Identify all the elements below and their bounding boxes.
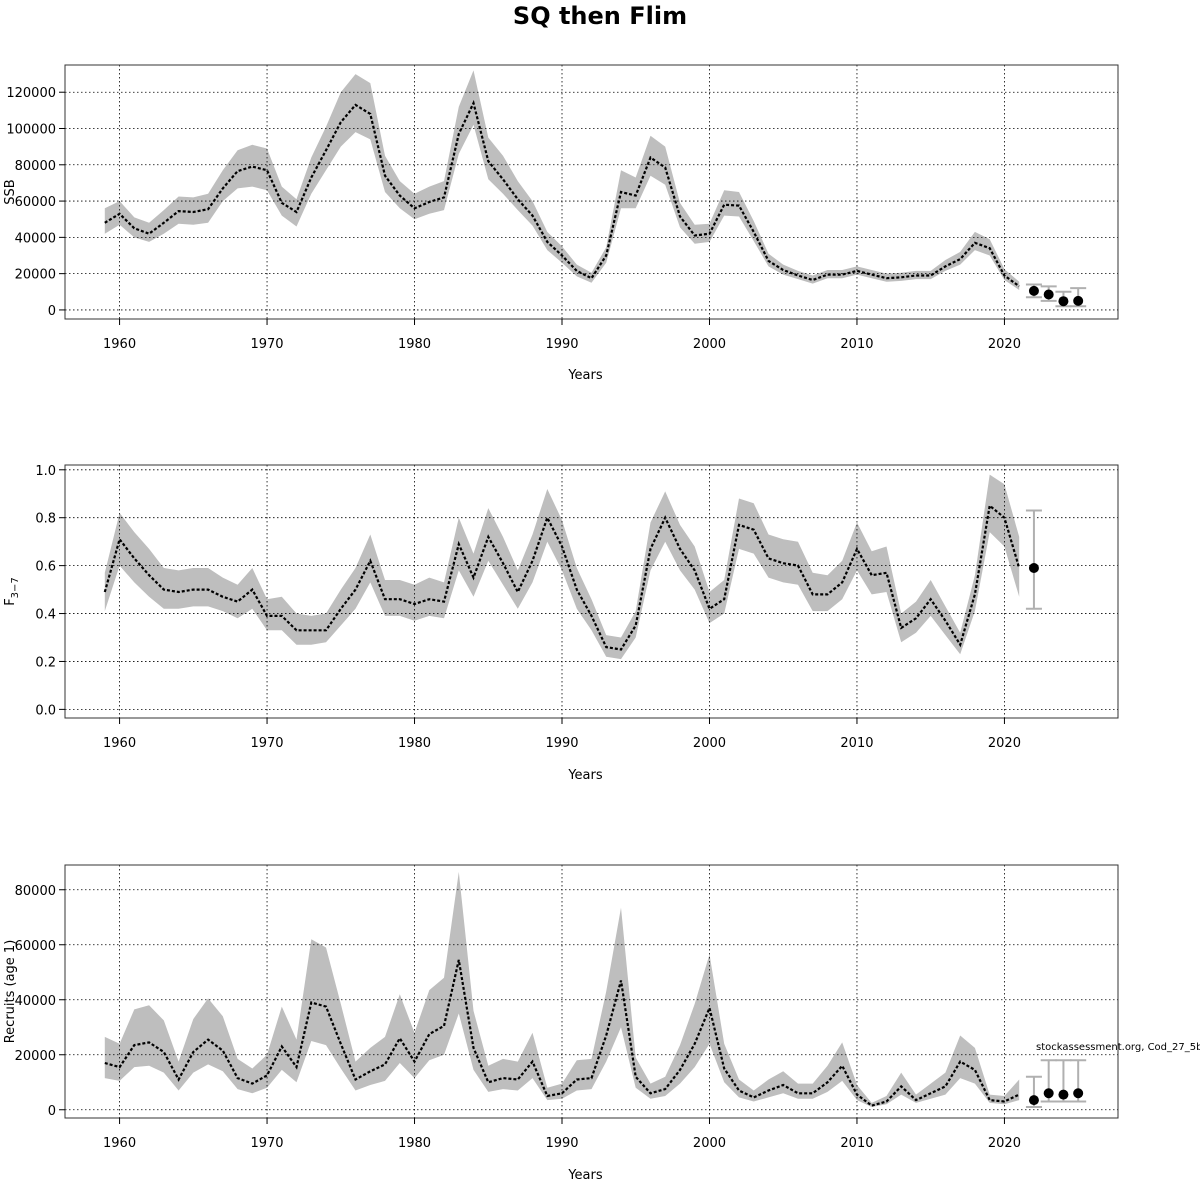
y-tick-label: 0.0 — [35, 703, 56, 718]
x-tick-label: 1990 — [545, 736, 578, 751]
y-tick-label: 60000 — [15, 195, 56, 210]
projection-point — [1043, 289, 1054, 300]
y-tick-label: 0 — [48, 1104, 56, 1119]
projection-point — [1073, 295, 1084, 306]
recruits-y-axis-label: Recruits (age 1) — [3, 940, 18, 1044]
x-tick-label: 1980 — [398, 337, 431, 352]
y-tick-label: 0.6 — [35, 560, 56, 575]
recruits-panel: 0 20000 40000 60000 80000 1960 1970 1980 1990 200… — [3, 864, 1119, 1183]
x-tick-label: 1970 — [250, 337, 283, 352]
projection-point — [1028, 563, 1039, 574]
recruits-x-axis-label: Years — [567, 1168, 603, 1183]
y-tick-label: 0.4 — [35, 608, 56, 623]
x-tick-label: 1960 — [103, 337, 136, 352]
x-tick-label: 2010 — [840, 736, 873, 751]
x-tick-label: 1970 — [250, 736, 283, 751]
x-tick-label: 1960 — [103, 1136, 136, 1151]
ssb-y-axis-label: SSB — [3, 179, 18, 204]
y-tick-label: 1.0 — [35, 464, 56, 479]
x-tick-label: 1980 — [398, 736, 431, 751]
x-tick-label: 2010 — [840, 1136, 873, 1151]
f-x-axis-label: Years — [567, 768, 603, 783]
projection-point — [1058, 296, 1069, 307]
x-tick-label: 2010 — [840, 337, 873, 352]
recruits-plot-frame — [64, 864, 1119, 1119]
y-tick-label: 20000 — [15, 268, 56, 283]
x-tick-label: 1960 — [103, 736, 136, 751]
x-tick-label: 1990 — [545, 1136, 578, 1151]
y-tick-label: 80000 — [15, 159, 56, 174]
y-tick-label: 80000 — [15, 884, 56, 899]
y-tick-label: 0.8 — [35, 512, 56, 527]
y-tick-label: 100000 — [6, 123, 56, 138]
projection-point — [1028, 1095, 1039, 1106]
recruits-confidence-band — [104, 871, 1020, 1107]
f-plot-frame — [64, 464, 1119, 719]
x-tick-label: 2020 — [988, 736, 1021, 751]
x-tick-label: 1970 — [250, 1136, 283, 1151]
x-tick-label: 2020 — [988, 337, 1021, 352]
f-confidence-band — [104, 474, 1020, 660]
x-tick-label: 2000 — [693, 1136, 726, 1151]
fishing-mortality-panel: 0.0 0.2 0.4 0.6 0.8 1.0 1960 1970 1980 1990 2000 20… — [3, 464, 1119, 783]
y-tick-label: 40000 — [15, 231, 56, 246]
x-tick-label: 2000 — [693, 337, 726, 352]
x-tick-label: 1990 — [545, 337, 578, 352]
ssb-plot-frame — [64, 64, 1119, 320]
f-y-axis-label: F3−7 — [3, 577, 21, 606]
y-tick-label: 0 — [48, 304, 56, 319]
y-tick-label: 20000 — [15, 1049, 56, 1064]
x-tick-label: 1980 — [398, 1136, 431, 1151]
ssb-confidence-band — [104, 70, 1020, 291]
f-estimate-line — [103, 503, 1021, 651]
projection-point — [1028, 285, 1039, 296]
projection-point — [1058, 1089, 1069, 1100]
ssb-x-axis-label: Years — [567, 368, 603, 383]
ssb-estimate-line — [104, 99, 1020, 288]
y-tick-label: 0.2 — [35, 655, 56, 670]
ssb-panel: 0 20000 40000 60000 80000 100000 120000 1960 197… — [3, 64, 1119, 383]
y-tick-label: 40000 — [15, 994, 56, 1009]
x-tick-label: 2000 — [693, 736, 726, 751]
recruits-estimate-line — [104, 959, 1020, 1107]
x-tick-label: 2020 — [988, 1136, 1021, 1151]
y-tick-label: 60000 — [15, 939, 56, 954]
source-credit: stockassessment.org, Cod_27_5b1 — [1036, 1042, 1200, 1053]
chart-title: SQ then Flim — [513, 2, 687, 30]
projection-point — [1073, 1088, 1084, 1099]
projection-point — [1043, 1088, 1054, 1099]
y-tick-label: 120000 — [6, 86, 56, 101]
